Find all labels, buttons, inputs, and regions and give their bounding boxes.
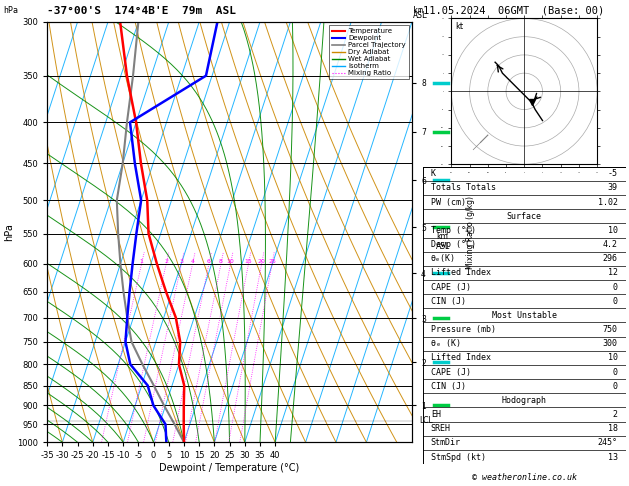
Text: StmSpd (kt): StmSpd (kt) bbox=[431, 452, 486, 462]
Text: ASL: ASL bbox=[413, 11, 428, 20]
X-axis label: Dewpoint / Temperature (°C): Dewpoint / Temperature (°C) bbox=[160, 463, 299, 473]
Text: 245°: 245° bbox=[598, 438, 618, 448]
Text: 0: 0 bbox=[613, 282, 618, 292]
Text: 0: 0 bbox=[613, 297, 618, 306]
Text: Surface: Surface bbox=[507, 212, 542, 221]
Text: Lifted Index: Lifted Index bbox=[431, 353, 491, 363]
Text: © weatheronline.co.uk: © weatheronline.co.uk bbox=[472, 473, 577, 482]
Text: 12: 12 bbox=[608, 268, 618, 278]
Text: 20: 20 bbox=[258, 259, 265, 264]
Text: 2: 2 bbox=[164, 259, 168, 264]
Text: -37°00'S  174°4B'E  79m  ASL: -37°00'S 174°4B'E 79m ASL bbox=[47, 6, 236, 16]
Text: Most Unstable: Most Unstable bbox=[492, 311, 557, 320]
Text: 13: 13 bbox=[608, 452, 618, 462]
Legend: Temperature, Dewpoint, Parcel Trajectory, Dry Adiabat, Wet Adiabat, Isotherm, Mi: Temperature, Dewpoint, Parcel Trajectory… bbox=[330, 25, 408, 79]
Text: km: km bbox=[413, 6, 423, 15]
Text: 296: 296 bbox=[603, 254, 618, 263]
Text: θₑ(K): θₑ(K) bbox=[431, 254, 456, 263]
Text: kt: kt bbox=[455, 22, 463, 31]
Y-axis label: km
ASL: km ASL bbox=[435, 232, 450, 251]
Text: 3: 3 bbox=[179, 259, 184, 264]
Text: PW (cm): PW (cm) bbox=[431, 198, 466, 207]
Text: CAPE (J): CAPE (J) bbox=[431, 367, 471, 377]
Text: 18: 18 bbox=[608, 424, 618, 433]
Text: Hodograph: Hodograph bbox=[502, 396, 547, 405]
Text: 4: 4 bbox=[191, 259, 194, 264]
Text: CIN (J): CIN (J) bbox=[431, 382, 466, 391]
Text: StmDir: StmDir bbox=[431, 438, 461, 448]
Text: 10: 10 bbox=[608, 226, 618, 235]
Text: SREH: SREH bbox=[431, 424, 451, 433]
Text: 39: 39 bbox=[608, 183, 618, 192]
Text: 750: 750 bbox=[603, 325, 618, 334]
Text: 4.2: 4.2 bbox=[603, 240, 618, 249]
Text: 8: 8 bbox=[219, 259, 223, 264]
Text: Temp (°C): Temp (°C) bbox=[431, 226, 476, 235]
Text: 1: 1 bbox=[140, 259, 143, 264]
Text: Lifted Index: Lifted Index bbox=[431, 268, 491, 278]
Text: CIN (J): CIN (J) bbox=[431, 297, 466, 306]
Text: CAPE (J): CAPE (J) bbox=[431, 282, 471, 292]
Text: 0: 0 bbox=[613, 367, 618, 377]
Text: Mixing Ratio (g/kg): Mixing Ratio (g/kg) bbox=[466, 195, 475, 269]
Text: 6: 6 bbox=[207, 259, 211, 264]
Text: 15: 15 bbox=[245, 259, 252, 264]
Text: 11.05.2024  06GMT  (Base: 00): 11.05.2024 06GMT (Base: 00) bbox=[423, 6, 604, 16]
Y-axis label: hPa: hPa bbox=[4, 223, 14, 241]
Text: Totals Totals: Totals Totals bbox=[431, 183, 496, 192]
Text: 10: 10 bbox=[608, 353, 618, 363]
Text: K: K bbox=[431, 169, 436, 178]
Text: 0: 0 bbox=[613, 382, 618, 391]
Text: -5: -5 bbox=[608, 169, 618, 178]
Text: 10: 10 bbox=[226, 259, 235, 264]
Text: 25: 25 bbox=[268, 259, 276, 264]
Text: EH: EH bbox=[431, 410, 441, 419]
Text: Pressure (mb): Pressure (mb) bbox=[431, 325, 496, 334]
Text: 1.02: 1.02 bbox=[598, 198, 618, 207]
Text: 300: 300 bbox=[603, 339, 618, 348]
Text: LCL: LCL bbox=[420, 416, 433, 425]
Text: 2: 2 bbox=[613, 410, 618, 419]
Text: hPa: hPa bbox=[3, 6, 18, 15]
Text: θₑ (K): θₑ (K) bbox=[431, 339, 461, 348]
Text: Dewp (°C): Dewp (°C) bbox=[431, 240, 476, 249]
